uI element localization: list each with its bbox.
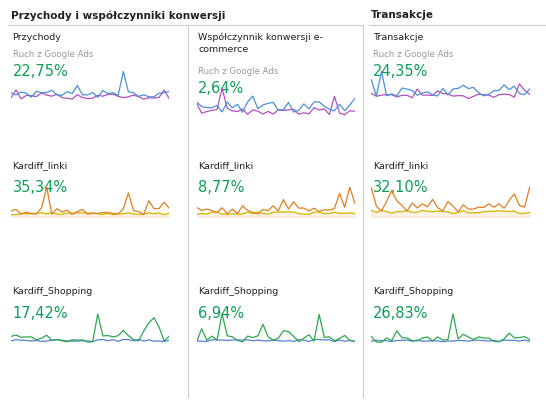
Text: Kardiff_linki: Kardiff_linki [373,160,428,169]
Text: Ruch z Google Ads: Ruch z Google Ads [13,50,93,59]
Text: 22,75%: 22,75% [13,64,68,79]
Text: Ruch z Google Ads: Ruch z Google Ads [373,50,453,59]
Text: 35,34%: 35,34% [13,179,68,194]
Text: Transakcje: Transakcje [371,10,434,20]
Text: Przychody: Przychody [13,33,62,42]
Text: 17,42%: 17,42% [13,306,68,320]
Text: Transakcje: Transakcje [373,33,423,42]
Text: 24,35%: 24,35% [373,64,428,79]
Text: Współczynnik konwersji e-
commerce: Współczynnik konwersji e- commerce [198,33,323,53]
Text: Kardiff_Shopping: Kardiff_Shopping [373,287,453,296]
Text: 8,77%: 8,77% [198,179,245,194]
Text: Przychody i współczynniki konwersji: Przychody i współczynniki konwersji [11,10,225,20]
Text: Kardiff_linki: Kardiff_linki [13,160,68,169]
Text: 32,10%: 32,10% [373,179,429,194]
Text: 26,83%: 26,83% [373,306,428,320]
Text: Kardiff_linki: Kardiff_linki [198,160,253,169]
Text: Ruch z Google Ads: Ruch z Google Ads [198,67,278,75]
Text: 6,94%: 6,94% [198,306,244,320]
Text: Kardiff_Shopping: Kardiff_Shopping [198,287,278,296]
Text: 2,64%: 2,64% [198,81,245,95]
Text: Kardiff_Shopping: Kardiff_Shopping [13,287,93,296]
